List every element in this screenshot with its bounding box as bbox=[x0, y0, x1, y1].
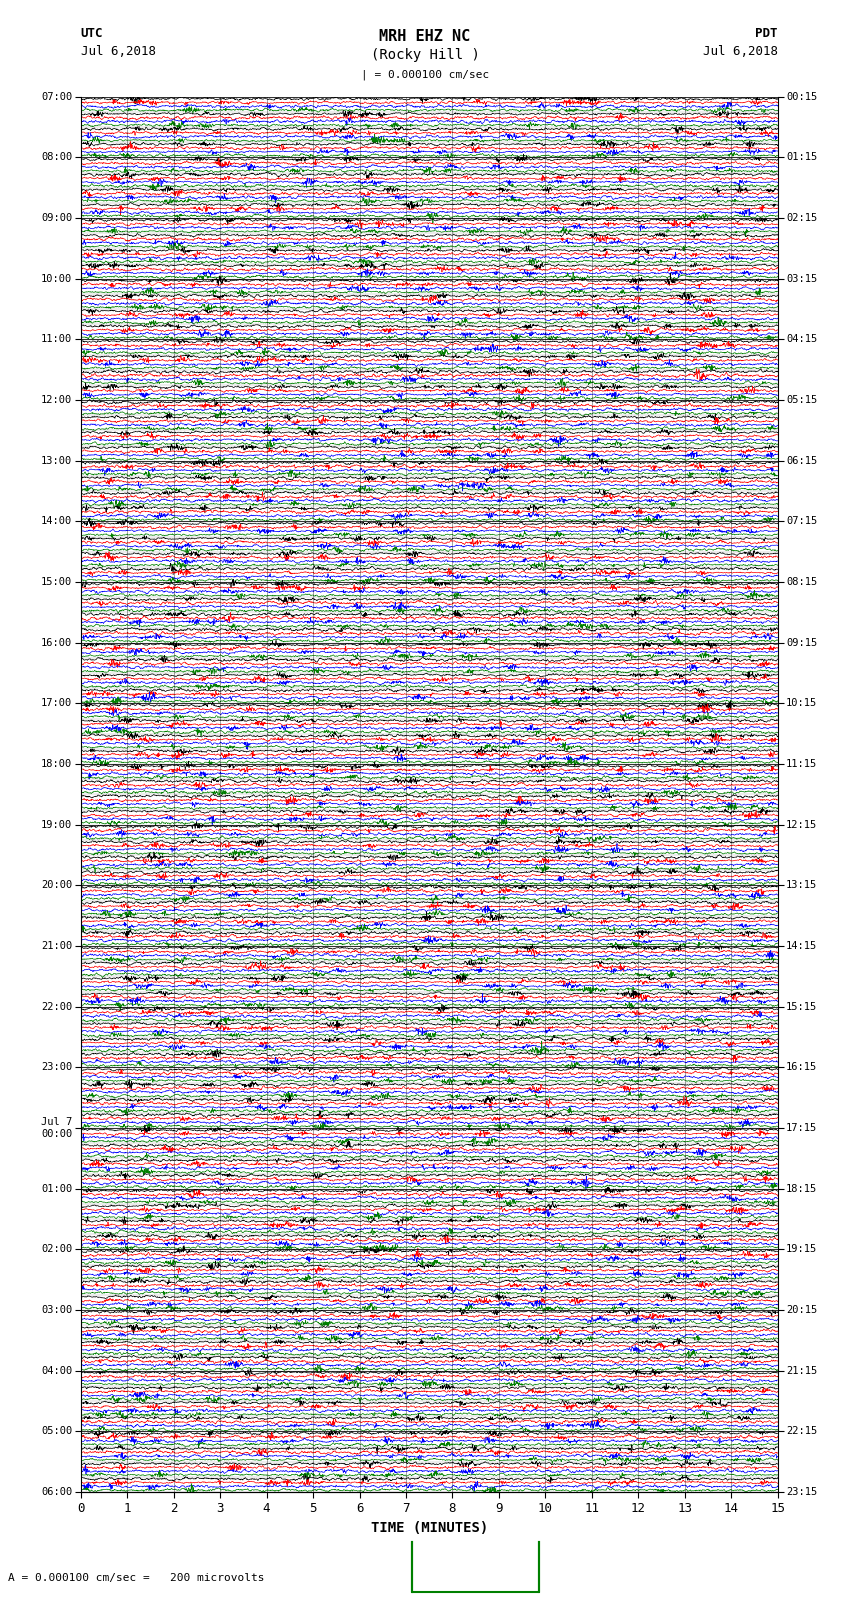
Text: | = 0.000100 cm/sec: | = 0.000100 cm/sec bbox=[361, 69, 489, 81]
Text: Jul 6,2018: Jul 6,2018 bbox=[703, 45, 778, 58]
Text: Jul 6,2018: Jul 6,2018 bbox=[81, 45, 156, 58]
X-axis label: TIME (MINUTES): TIME (MINUTES) bbox=[371, 1521, 488, 1536]
Text: MRH EHZ NC: MRH EHZ NC bbox=[379, 29, 471, 44]
Text: UTC: UTC bbox=[81, 27, 103, 40]
Text: PDT: PDT bbox=[756, 27, 778, 40]
Text: (Rocky Hill ): (Rocky Hill ) bbox=[371, 48, 479, 63]
Text: A = 0.000100 cm/sec =   200 microvolts: A = 0.000100 cm/sec = 200 microvolts bbox=[8, 1573, 265, 1582]
